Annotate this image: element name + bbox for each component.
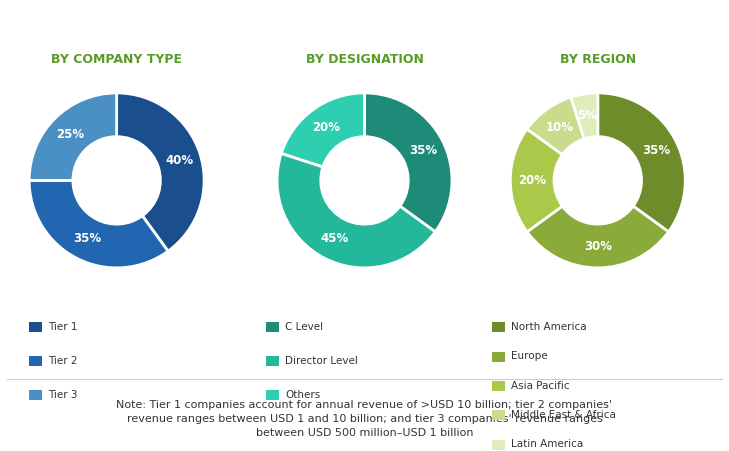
Text: Asia Pacific: Asia Pacific [511, 381, 569, 391]
Wedge shape [571, 93, 598, 139]
Wedge shape [527, 206, 668, 268]
Text: C Level: C Level [285, 322, 323, 332]
Text: North America: North America [511, 322, 587, 332]
Text: Latin America: Latin America [511, 439, 583, 449]
Text: 45%: 45% [321, 232, 349, 245]
Wedge shape [364, 93, 452, 232]
Text: 20%: 20% [518, 174, 546, 187]
Wedge shape [527, 97, 584, 155]
Text: 30%: 30% [584, 239, 612, 253]
Text: Tier 3: Tier 3 [48, 390, 77, 400]
Title: BY DESIGNATION: BY DESIGNATION [305, 53, 424, 66]
Title: BY COMPANY TYPE: BY COMPANY TYPE [51, 53, 182, 66]
Text: 40%: 40% [165, 154, 193, 166]
Title: BY REGION: BY REGION [560, 53, 636, 66]
Text: Director Level: Director Level [285, 356, 358, 366]
Wedge shape [281, 93, 364, 167]
Text: Middle East & Africa: Middle East & Africa [511, 410, 616, 420]
Text: 35%: 35% [642, 144, 670, 157]
Text: Others: Others [285, 390, 320, 400]
Text: 35%: 35% [409, 144, 437, 157]
Text: 25%: 25% [56, 128, 85, 141]
Text: Tier 2: Tier 2 [48, 356, 77, 366]
Text: 35%: 35% [73, 232, 101, 245]
Wedge shape [510, 129, 562, 232]
Text: Tier 1: Tier 1 [48, 322, 77, 332]
Wedge shape [117, 93, 204, 251]
Text: 10%: 10% [545, 121, 573, 134]
Wedge shape [277, 153, 435, 268]
Text: 5%: 5% [577, 109, 598, 122]
Text: 20%: 20% [312, 121, 340, 134]
Wedge shape [29, 93, 117, 180]
Wedge shape [598, 93, 685, 232]
Text: Europe: Europe [511, 351, 547, 361]
Wedge shape [29, 180, 168, 268]
Text: Note: Tier 1 companies account for annual revenue of >USD 10 billion; tier 2 com: Note: Tier 1 companies account for annua… [117, 400, 612, 438]
